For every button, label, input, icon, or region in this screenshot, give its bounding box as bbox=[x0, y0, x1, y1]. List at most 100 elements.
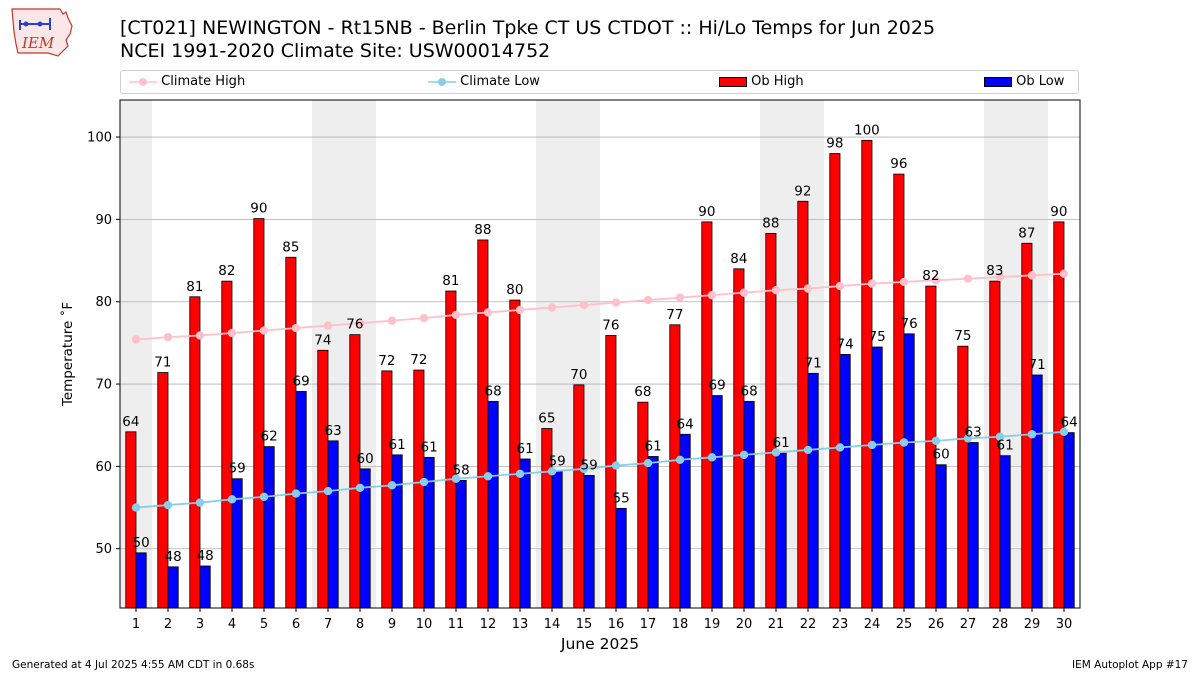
climate-high-point bbox=[867, 279, 877, 288]
ob-high-bar bbox=[733, 268, 745, 609]
ob-high-value-label: 82 bbox=[922, 268, 939, 284]
ob-low-bar bbox=[135, 552, 147, 609]
plot-frame bbox=[119, 99, 1081, 609]
ob-low-value-label: 62 bbox=[261, 429, 278, 445]
climate-low-point bbox=[707, 453, 717, 462]
legend-ob-high-label: Ob High bbox=[751, 74, 804, 89]
ob-low-bar bbox=[295, 391, 307, 609]
ob-low-value-label: 58 bbox=[453, 462, 470, 478]
ob-high-bar bbox=[349, 334, 361, 609]
climate-low-point bbox=[131, 503, 141, 512]
ob-high-value-label: 87 bbox=[1018, 225, 1035, 241]
x-tick-label: 28 bbox=[992, 617, 1009, 632]
generated-note: Generated at 4 Jul 2025 4:55 AM CDT in 0… bbox=[12, 659, 255, 671]
ob-high-bar bbox=[125, 431, 137, 609]
y-axis-label: Temperature ˚F bbox=[59, 302, 76, 407]
ob-high-value-label: 65 bbox=[538, 411, 555, 427]
climate-low-line bbox=[135, 430, 1065, 509]
ob-low-value-label: 48 bbox=[165, 549, 182, 565]
ob-high-value-label: 74 bbox=[314, 332, 331, 348]
climate-high-point bbox=[419, 313, 429, 323]
climate-low-point bbox=[483, 472, 493, 481]
ob-low-value-label: 64 bbox=[677, 416, 694, 432]
y-tick-label: 100 bbox=[87, 131, 112, 146]
climate-low-point bbox=[1059, 427, 1069, 437]
app-note: IEM Autoplot App #17 bbox=[1072, 659, 1188, 671]
climate-high-point bbox=[771, 285, 781, 295]
ob-high-value-label: 81 bbox=[186, 279, 203, 295]
x-tick-label: 12 bbox=[480, 617, 497, 632]
climate-low-point bbox=[771, 448, 781, 457]
climate-low-point bbox=[195, 498, 205, 507]
ob-high-bar bbox=[253, 218, 265, 609]
ob-high-bar bbox=[445, 290, 457, 609]
ob-high-value-label: 85 bbox=[282, 239, 299, 255]
climate-high-point bbox=[611, 298, 621, 307]
climate-low-point bbox=[547, 467, 557, 476]
ob-high-value-label: 84 bbox=[730, 251, 747, 267]
ob-high-bar bbox=[893, 173, 905, 609]
ob-high-bar bbox=[637, 401, 649, 609]
ob-low-bar bbox=[999, 455, 1011, 609]
y-tick-label: 90 bbox=[95, 213, 112, 228]
ob-low-bar bbox=[1031, 374, 1043, 609]
climate-high-point bbox=[131, 335, 141, 344]
ob-low-value-label: 68 bbox=[485, 383, 502, 399]
ob-high-value-label: 71 bbox=[154, 355, 171, 371]
x-tick-label: 30 bbox=[1056, 617, 1073, 632]
ob-high-value-label: 76 bbox=[346, 317, 363, 333]
x-tick-label: 17 bbox=[640, 617, 657, 632]
ob-high-bar bbox=[317, 349, 329, 609]
ob-low-value-label: 71 bbox=[1029, 357, 1046, 373]
ob-high-value-label: 83 bbox=[986, 263, 1003, 279]
ob-low-value-label: 59 bbox=[581, 457, 598, 473]
ob-low-value-label: 60 bbox=[933, 447, 950, 463]
ob-high-bar bbox=[573, 384, 585, 609]
climate-high-point bbox=[1059, 269, 1069, 278]
ob-low-bar bbox=[1063, 432, 1075, 609]
ob-high-value-label: 92 bbox=[794, 183, 811, 199]
ob-high-value-label: 64 bbox=[122, 414, 139, 430]
ob-low-bar bbox=[519, 458, 531, 609]
ob-low-value-label: 76 bbox=[901, 316, 918, 332]
x-tick-label: 2 bbox=[164, 617, 172, 632]
climate-high-point bbox=[515, 305, 525, 315]
ob-low-value-label: 48 bbox=[197, 548, 214, 564]
ob-low-bar bbox=[871, 346, 883, 609]
ob-high-value-label: 76 bbox=[602, 317, 619, 333]
climate-low-point bbox=[995, 432, 1005, 441]
climate-high-line-icon bbox=[129, 77, 157, 86]
climate-high-point bbox=[963, 274, 973, 283]
climate-low-point bbox=[451, 474, 461, 483]
climate-high-point bbox=[259, 326, 269, 335]
x-tick-label: 26 bbox=[928, 617, 945, 632]
climate-low-point bbox=[643, 458, 653, 468]
ob-high-value-label: 88 bbox=[474, 222, 491, 238]
x-tick-label: 25 bbox=[896, 617, 913, 632]
y-tick-label: 70 bbox=[95, 378, 112, 393]
x-axis-label: June 2025 bbox=[560, 635, 639, 653]
climate-low-point bbox=[835, 443, 845, 452]
climate-low-point bbox=[579, 464, 589, 474]
ob-low-bar bbox=[711, 395, 723, 609]
climate-low-point bbox=[963, 434, 973, 443]
legend-ob-high: Ob High bbox=[719, 74, 804, 89]
ob-low-value-label: 50 bbox=[133, 535, 150, 551]
ob-high-value-label: 98 bbox=[826, 136, 843, 152]
legend-climate-low: Climate Low bbox=[428, 74, 540, 89]
ob-low-bar bbox=[743, 400, 755, 609]
ob-low-value-label: 63 bbox=[965, 425, 982, 441]
climate-low-point bbox=[675, 455, 685, 464]
x-tick-label: 29 bbox=[1024, 617, 1041, 632]
iem-logo: IEM bbox=[8, 6, 78, 58]
climate-high-point bbox=[547, 303, 557, 312]
x-tick-label: 22 bbox=[800, 617, 817, 632]
ob-low-value-label: 60 bbox=[357, 451, 374, 467]
legend-climate-high: Climate High bbox=[129, 74, 245, 89]
x-tick-label: 7 bbox=[324, 617, 332, 632]
climate-high-point bbox=[291, 323, 301, 333]
ob-low-bar bbox=[967, 442, 979, 609]
ob-high-value-label: 82 bbox=[218, 263, 235, 279]
ob-low-value-label: 71 bbox=[805, 355, 822, 371]
